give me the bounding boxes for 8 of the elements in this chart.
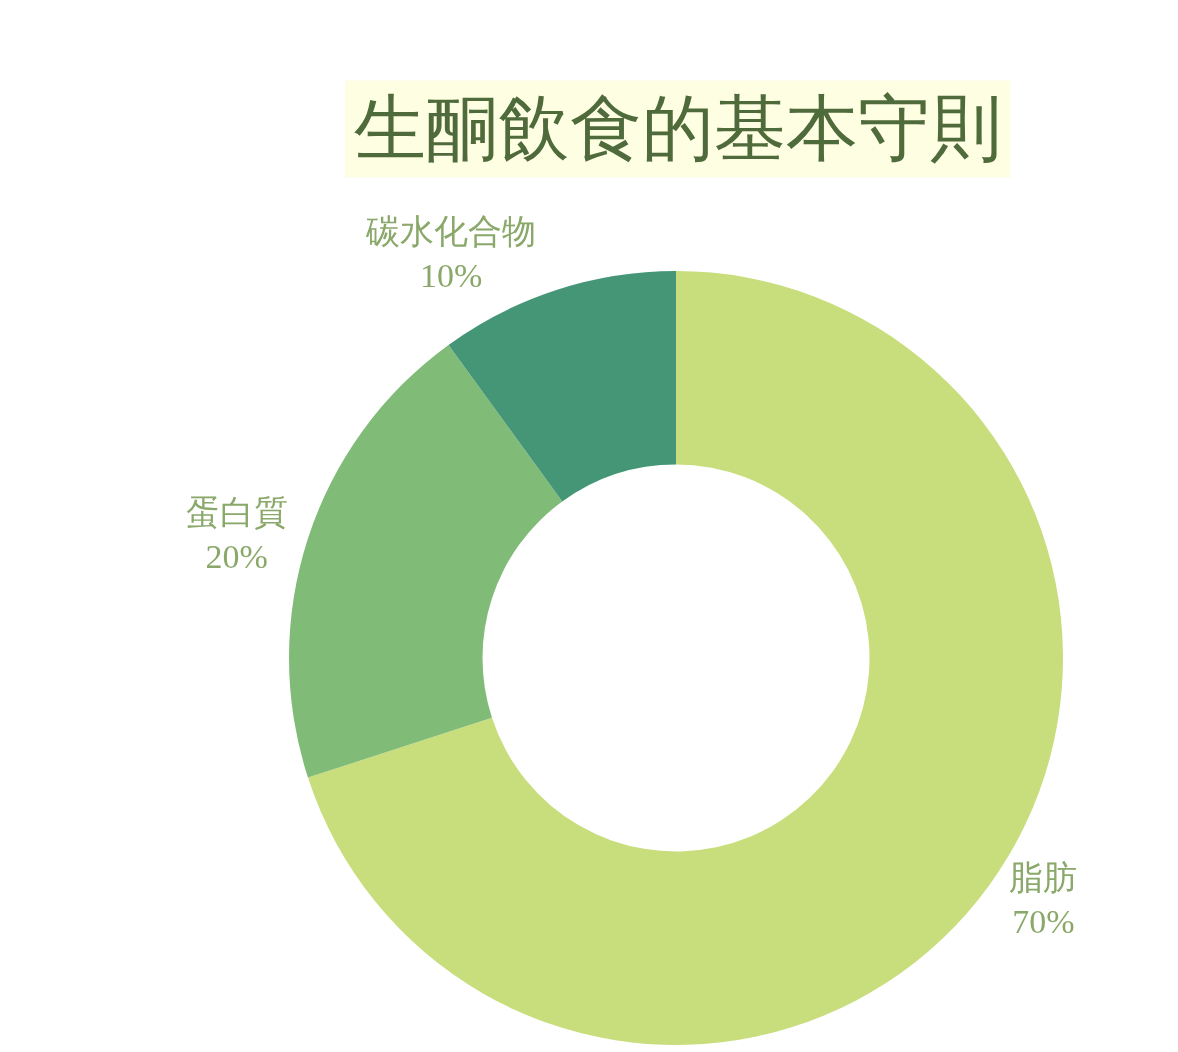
data-label: 20% xyxy=(205,538,268,576)
data-label: 10% xyxy=(419,256,483,294)
slice-label: 脂肪 xyxy=(1009,858,1078,896)
slice-label: 碳水化合物 xyxy=(365,212,537,250)
chart-title: 生酮飲食的基本守則 xyxy=(354,89,1002,169)
donut-slice xyxy=(289,344,563,778)
slice-label: 蛋白質 xyxy=(185,493,288,531)
data-label: 70% xyxy=(1012,903,1075,941)
